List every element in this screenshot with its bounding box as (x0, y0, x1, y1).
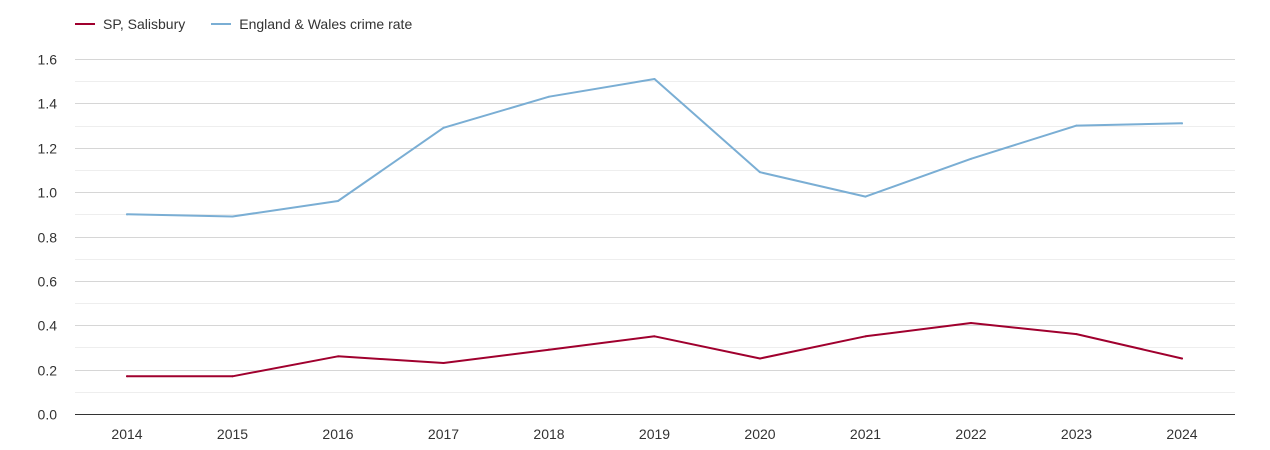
x-tick-label: 2022 (955, 426, 986, 442)
data-point-salisbury (231, 375, 234, 378)
data-point-england-wales (653, 77, 656, 80)
x-tick-label: 2015 (217, 426, 248, 442)
x-tick-label: 2024 (1166, 426, 1197, 442)
x-tick-label: 2014 (111, 426, 142, 442)
data-point-england-wales (442, 126, 445, 129)
x-tick-label: 2023 (1061, 426, 1092, 442)
data-point-salisbury (337, 355, 339, 358)
data-point-salisbury (1075, 333, 1078, 336)
x-tick-label: 2016 (322, 426, 353, 442)
legend-label-england-wales: England & Wales crime rate (239, 16, 413, 32)
data-point-england-wales (126, 213, 128, 216)
x-tick-label: 2018 (533, 426, 564, 442)
x-tick-label: 2017 (428, 426, 459, 442)
data-point-salisbury (442, 361, 445, 364)
y-tick-label: 0.4 (38, 318, 58, 334)
data-point-england-wales (337, 200, 339, 202)
y-tick-label: 0.0 (38, 407, 58, 423)
data-point-england-wales (1181, 122, 1183, 125)
legend-item-salisbury[interactable]: SP, Salisbury (75, 16, 185, 32)
series-line-england-wales (126, 78, 1183, 218)
data-point-england-wales (1075, 124, 1078, 127)
y-tick-label: 1.6 (38, 52, 58, 68)
y-tick-label: 0.8 (38, 230, 58, 246)
data-point-england-wales (864, 195, 867, 198)
y-tick-label: 1.0 (38, 185, 58, 201)
x-tick-label: 2019 (639, 426, 670, 442)
legend-label-salisbury: SP, Salisbury (103, 16, 186, 32)
data-point-england-wales (759, 171, 761, 174)
y-tick-label: 1.4 (38, 96, 58, 112)
data-point-salisbury (970, 322, 972, 325)
data-point-england-wales (231, 215, 234, 218)
x-tick-label: 2021 (850, 426, 881, 442)
data-point-salisbury (653, 335, 656, 338)
data-point-salisbury (548, 348, 550, 351)
y-tick-label: 0.6 (38, 274, 58, 290)
data-point-salisbury (126, 375, 128, 378)
data-point-salisbury (1181, 357, 1183, 360)
legend-swatch-england-wales (211, 23, 232, 25)
legend: SP, Salisbury England & Wales crime rate (75, 16, 412, 32)
data-point-salisbury (864, 335, 867, 338)
legend-swatch-salisbury (75, 23, 95, 25)
data-point-england-wales (970, 157, 972, 160)
y-tick-label: 1.2 (38, 141, 58, 157)
legend-item-england-wales[interactable]: England & Wales crime rate (211, 16, 412, 32)
series-line-salisbury (126, 322, 1183, 378)
x-tick-label: 2020 (744, 426, 775, 442)
data-point-england-wales (548, 95, 550, 98)
y-tick-label: 0.2 (38, 363, 58, 379)
data-point-salisbury (759, 357, 761, 360)
